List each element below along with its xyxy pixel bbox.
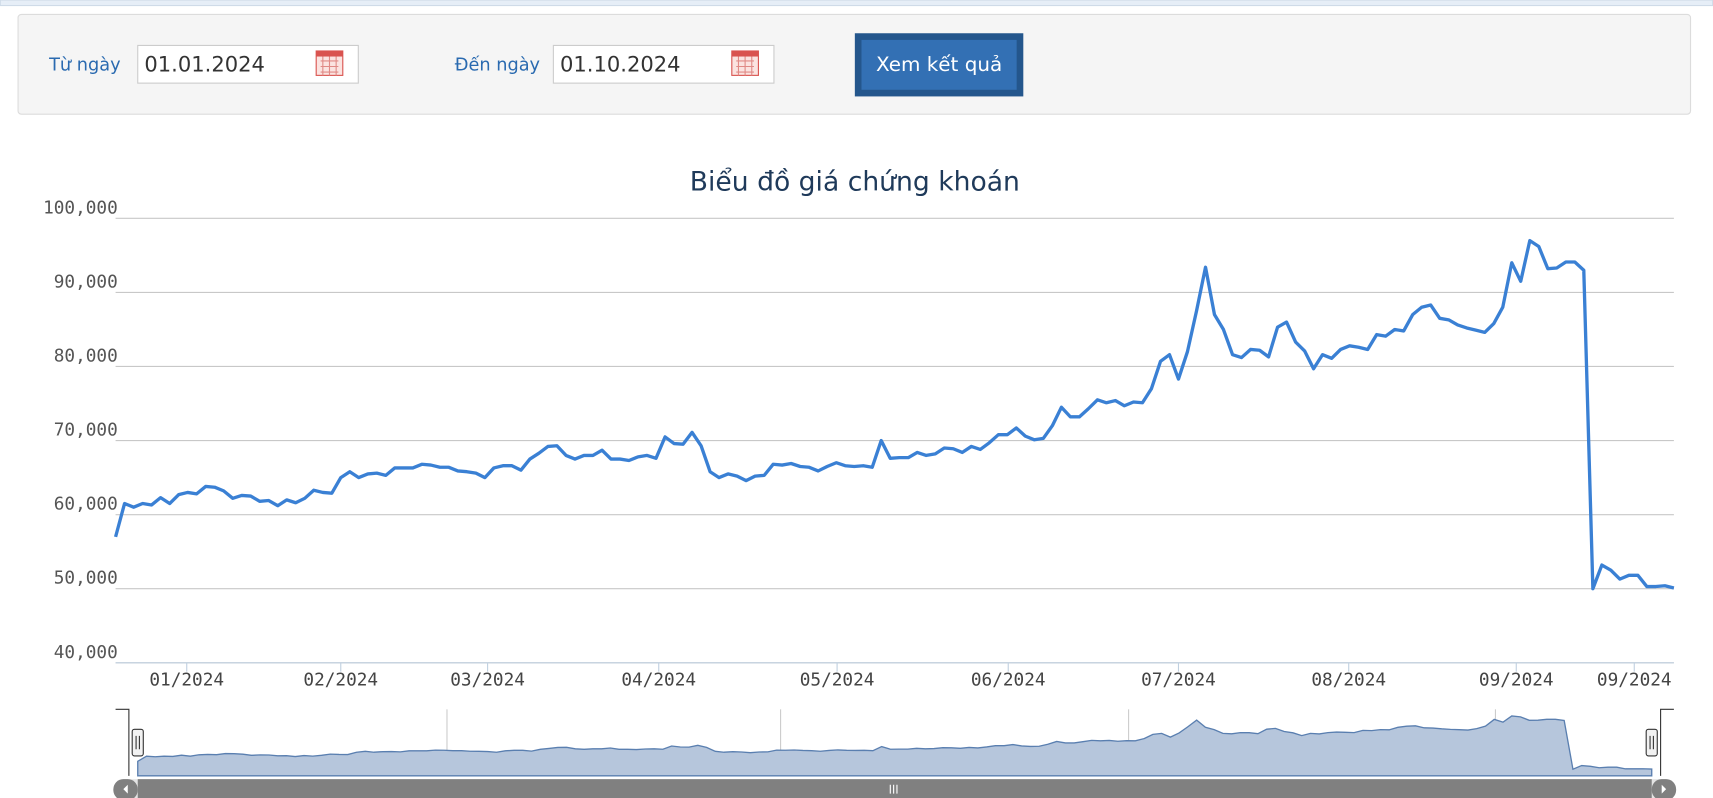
filter-panel	[17, 13, 1692, 115]
y-tick-label: 70,000	[54, 421, 118, 441]
button-face	[861, 39, 1017, 90]
chart-title: Biểu đồ giá chứng khoán	[690, 166, 1020, 197]
x-tick-label: 08/2024	[1311, 671, 1386, 691]
scrollbar-thumb[interactable]	[137, 779, 1652, 798]
x-tick-label: 09/2024	[1479, 671, 1554, 691]
calendar-icon[interactable]	[315, 50, 344, 76]
handle-grip	[1649, 735, 1654, 750]
navigator-outline	[115, 708, 1674, 776]
x-tick-label: 06/2024	[971, 671, 1046, 691]
x-tick-label: 02/2024	[303, 671, 378, 691]
y-tick-label: 100,000	[43, 198, 118, 218]
to-value: 01.10.2024	[560, 51, 681, 76]
from-label: Từ ngày	[48, 55, 121, 75]
to-label: Đến ngày	[455, 54, 540, 75]
navigator-area	[137, 715, 1653, 777]
handle-grip	[135, 735, 140, 750]
y-tick-label: 90,000	[54, 272, 118, 292]
x-tick-label: 07/2024	[1141, 671, 1216, 691]
top-strip	[0, 0, 1713, 7]
y-tick-label: 50,000	[54, 569, 118, 589]
price-line	[113, 238, 1675, 591]
y-tick-label: 60,000	[54, 495, 118, 515]
y-tick-label: 80,000	[54, 347, 118, 367]
button-label: Xem kết quả	[876, 52, 1002, 76]
calendar-icon[interactable]	[731, 50, 759, 76]
x-tick-label: 01/2024	[149, 671, 224, 691]
navigator-handle[interactable]	[131, 728, 144, 757]
navigator-handle[interactable]	[1645, 728, 1658, 757]
x-tick-label: 05/2024	[800, 671, 875, 691]
from-value: 01.01.2024	[144, 51, 265, 76]
x-tick-label: 03/2024	[450, 671, 525, 691]
y-tick-label: 40,000	[54, 643, 118, 663]
x-tick-label: 04/2024	[621, 671, 696, 691]
scroll-grip	[889, 784, 898, 794]
x-tick-label: 09/2024	[1597, 671, 1672, 691]
